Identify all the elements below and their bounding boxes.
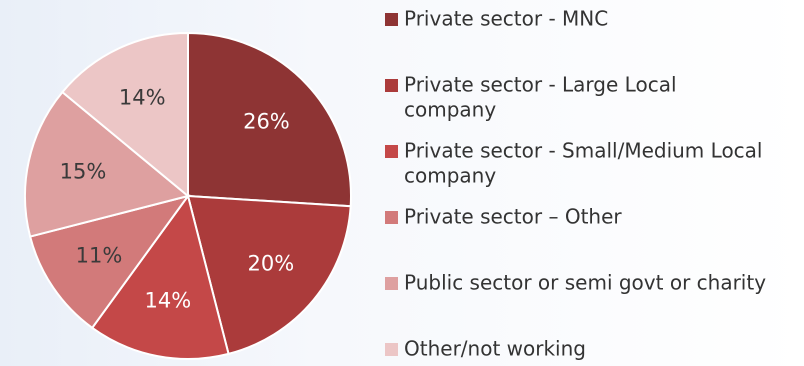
legend-label: Private sector - Small/Medium Local [404,139,763,163]
legend-label: Public sector or semi govt or charity [404,271,766,295]
legend-swatch [385,13,398,26]
legend-label: company [404,98,496,122]
slice-labels: 26% 20% 14% 11% 15% 14% [60,86,295,313]
pie-slices [24,31,352,360]
legend-swatch [385,211,398,224]
legend-label: Private sector - MNC [404,7,608,31]
legend-label: Private sector - Large Local [404,73,677,97]
slice-value-label: 26% [243,109,290,133]
legend-swatch [385,79,398,92]
pie-slice [24,90,191,238]
pie-slice [186,194,352,356]
legend-label: Other/not working [404,337,586,361]
slice-value-label: 14% [144,289,191,313]
legend-swatch [385,145,398,158]
legend: Private sector - MNC Private sector - Lar… [385,7,766,361]
pie-slice [187,31,352,208]
pie-slice [90,193,230,360]
legend-swatch [385,277,398,290]
slice-value-label: 15% [60,160,107,184]
pie-slice [28,194,191,330]
legend-swatch [385,343,398,356]
slice-value-label: 14% [119,86,166,110]
slice-value-label: 11% [76,243,123,267]
pie-slice [60,31,189,199]
legend-label: company [404,164,496,188]
legend-label: Private sector – Other [404,205,622,229]
slice-value-label: 20% [248,252,295,276]
